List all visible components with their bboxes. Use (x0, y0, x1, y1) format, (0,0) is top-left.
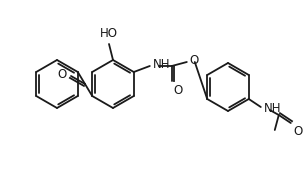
Text: NH: NH (264, 101, 281, 115)
Text: O: O (174, 84, 183, 97)
Text: HO: HO (100, 27, 118, 40)
Text: O: O (58, 69, 67, 82)
Text: O: O (294, 125, 303, 138)
Text: O: O (190, 55, 199, 67)
Text: NH: NH (153, 59, 170, 71)
